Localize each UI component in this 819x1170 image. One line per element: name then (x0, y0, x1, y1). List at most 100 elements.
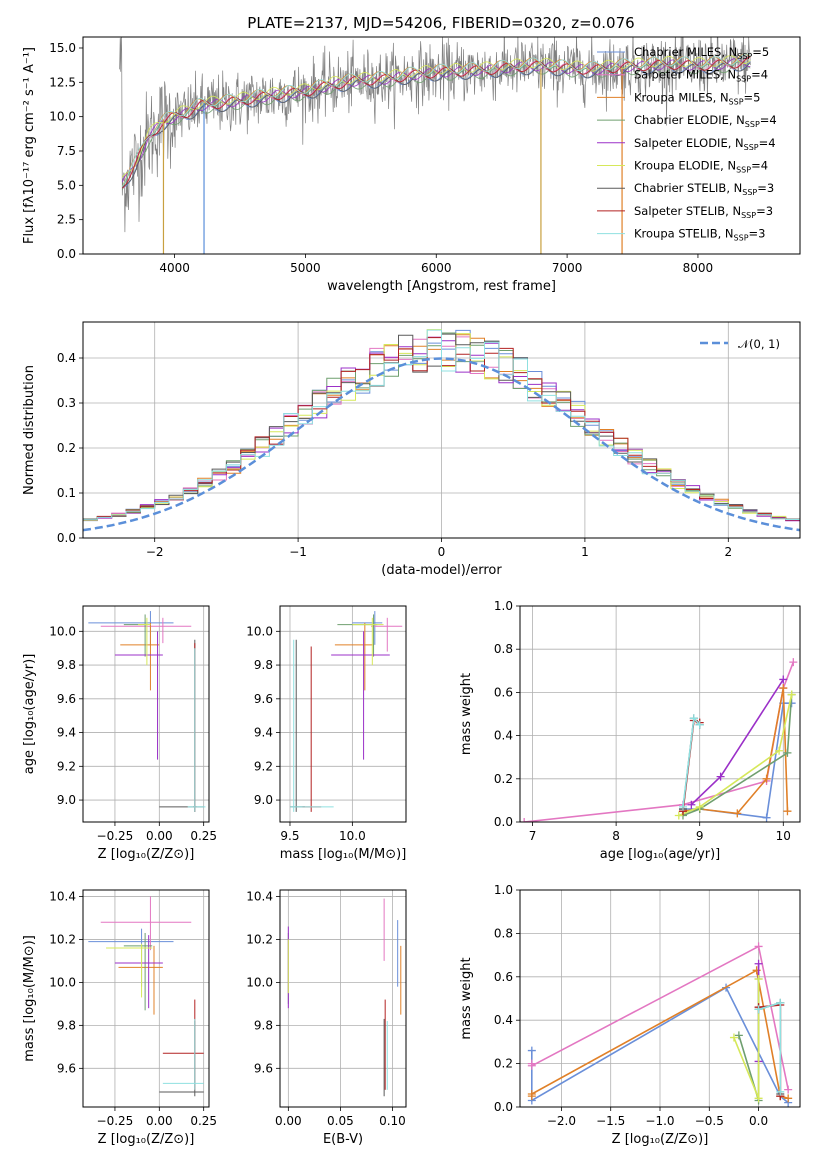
legend-entry-subscript: SSP (734, 234, 749, 243)
weight-marker (674, 811, 683, 820)
weight-marker (733, 809, 742, 818)
weight-series-line (682, 694, 793, 817)
weight-marker (754, 1005, 763, 1014)
age-vs-Z-ytick-label: 9.4 (57, 726, 76, 740)
mass-vs-EBV-ytick-label: 10.4 (246, 889, 273, 903)
age-vs-mass-xtick-label: 9.5 (280, 829, 299, 843)
legend-entry: Salpeter ELODIE, NSSP=4 (634, 136, 776, 152)
residuals-plot-area (83, 329, 800, 532)
weight-marker (687, 800, 696, 809)
weight-vs-age-frame (519, 605, 801, 823)
weight-vs-Z-chart: −2.0 −1.5 −1.0 −0.5 0.0 0.0 0.2 0.4 0.6 0.8 1.0 Z [… (459, 883, 801, 1147)
spectrum-ytick-label: 0.0 (57, 247, 76, 261)
weight-vs-age-ytick-label: 0.2 (494, 772, 513, 786)
weight-vs-age-ytick-label: 0.6 (494, 685, 513, 699)
legend-entry-count: =3 (756, 204, 773, 218)
mass-vs-Z-ytick-label: 9.6 (57, 1061, 76, 1075)
age-vs-Z-ytick-label: 9.2 (57, 759, 76, 773)
residuals-ytick-label: 0.4 (57, 351, 76, 365)
legend-entry-subscript: SSP (744, 143, 759, 152)
weight-vs-age-chart: 7 8 9 10 0.0 0.2 0.4 0.6 0.8 1.0 age [log₁₀(age/yr… (459, 599, 801, 862)
mass-vs-EBV-ytick-label: 10.2 (246, 932, 273, 946)
legend-entry: Salpeter MILES, NSSP=4 (634, 68, 768, 84)
legend-entry: Chabrier MILES, NSSP=5 (634, 45, 769, 61)
weight-marker (695, 720, 704, 729)
legend-entry: Chabrier ELODIE, NSSP=4 (634, 113, 777, 129)
weight-vs-Z-plot-area (527, 942, 793, 1107)
legend-entry: 𝒩(0, 1) (738, 337, 780, 351)
weight-vs-Z-ylabel: mass weight (459, 957, 474, 1039)
weight-vs-Z-xlabel: Z [log₁₀(Z/Z⊙)] (612, 1132, 709, 1147)
mass-vs-EBV-ytick-label: 10.0 (246, 975, 273, 989)
weight-marker (754, 959, 763, 968)
weight-vs-Z-ytick-label: 0.6 (494, 970, 513, 984)
spectrum-plot-area (119, 37, 751, 254)
spectrum-ylabel: Flux [fλ10⁻¹⁷ erg cm⁻² s⁻¹ A⁻¹] (22, 47, 37, 244)
age-vs-Z-ylabel: age [log₁₀(age/yr)] (22, 654, 37, 775)
weight-vs-age-ytick-label: 0.8 (494, 642, 513, 656)
age-vs-Z-xtick-label: −0.25 (97, 829, 134, 843)
weight-series-line (678, 694, 793, 817)
residuals-ytick-label: 0.2 (57, 441, 76, 455)
age-vs-Z-ytick-label: 10.0 (49, 624, 76, 638)
spectrum-model-line (122, 56, 751, 189)
weight-marker (754, 942, 763, 951)
weight-vs-age-xlabel: age [log₁₀(age/yr)] (600, 847, 721, 862)
spectrum-xtick-label: 6000 (421, 261, 452, 275)
mass-vs-Z-chart: −0.25 0.00 0.25 9.6 9.8 10.0 10.2 10.4 Z [log₁₀(… (22, 889, 217, 1147)
spectrum-ytick-label: 10.0 (49, 110, 76, 124)
legend-entry-subscript: SSP (729, 97, 744, 106)
weight-marker (678, 802, 687, 811)
spectrum-ytick-label: 5.0 (57, 178, 76, 192)
legend-entry-count: =4 (760, 113, 777, 127)
legend-entry-count: =5 (744, 90, 761, 104)
legend-entry: Salpeter STELIB, NSSP=3 (634, 204, 773, 220)
weight-marker (527, 1046, 536, 1055)
mass-vs-Z-ytick-label: 9.8 (57, 1018, 76, 1032)
weight-vs-Z-xtick-label: −1.0 (645, 1114, 674, 1128)
mass-vs-Z-xlabel: Z [log₁₀(Z/Z⊙)] (98, 1132, 195, 1147)
spectrum-ytick-label: 2.5 (57, 213, 76, 227)
age-vs-mass-ytick-label: 9.0 (254, 793, 273, 807)
legend-entry-subscript: SSP (736, 75, 751, 84)
residuals-chart: −2 −1 0 1 2 0.0 0.1 0.2 0.3 0.4 (data-model)/error… (22, 321, 801, 578)
weight-vs-age-ylabel: mass weight (459, 673, 474, 755)
weight-vs-Z-xtick-label: −0.5 (695, 1114, 724, 1128)
spectrum-ytick-label: 7.5 (57, 144, 76, 158)
legend-entry-subscript: SSP (745, 120, 760, 129)
weight-marker (787, 690, 796, 699)
weight-vs-Z-ytick-label: 0.2 (494, 1057, 513, 1071)
mass-vs-EBV-ytick-label: 9.6 (254, 1061, 273, 1075)
spectrum-xtick-label: 5000 (290, 261, 321, 275)
weight-marker (775, 746, 784, 755)
residuals-xtick-label: −1 (289, 545, 307, 559)
legend-entry-name: Salpeter ELODIE, N (634, 136, 744, 150)
mass-vs-Z-plot-area (88, 896, 204, 1097)
age-vs-Z-xtick-label: 0.25 (190, 829, 217, 843)
weight-vs-Z-xtick-label: 0.0 (749, 1114, 768, 1128)
residuals-xtick-label: −2 (146, 545, 164, 559)
mass-vs-EBV-xtick-label: 0.00 (275, 1114, 302, 1128)
age-vs-mass-frame (279, 605, 407, 823)
weight-marker (729, 1033, 738, 1042)
age-vs-mass-plot-area (289, 611, 403, 812)
age-vs-mass-ytick-label: 9.2 (254, 759, 273, 773)
weight-marker (789, 658, 798, 667)
mass-vs-Z-frame (82, 889, 210, 1108)
weight-marker (520, 818, 529, 822)
residuals-xtick-label: 1 (581, 545, 589, 559)
mass-vs-Z-xtick-label: 0.00 (146, 1114, 173, 1128)
legend-entry-name: Chabrier MILES, N (634, 45, 737, 59)
mass-vs-EBV-plot-area (287, 898, 402, 1097)
weight-marker (784, 1085, 793, 1094)
weight-marker (776, 1087, 785, 1096)
legend-entry-count: =3 (749, 227, 766, 241)
spectrum-xtick-label: 8000 (683, 261, 714, 275)
residuals-ylabel: Normed distribution (22, 365, 37, 495)
weight-vs-Z-xtick-label: −1.5 (596, 1114, 625, 1128)
weight-marker (783, 807, 792, 816)
weight-marker (695, 802, 704, 811)
legend-entry: Kroupa MILES, NSSP=5 (634, 90, 760, 106)
